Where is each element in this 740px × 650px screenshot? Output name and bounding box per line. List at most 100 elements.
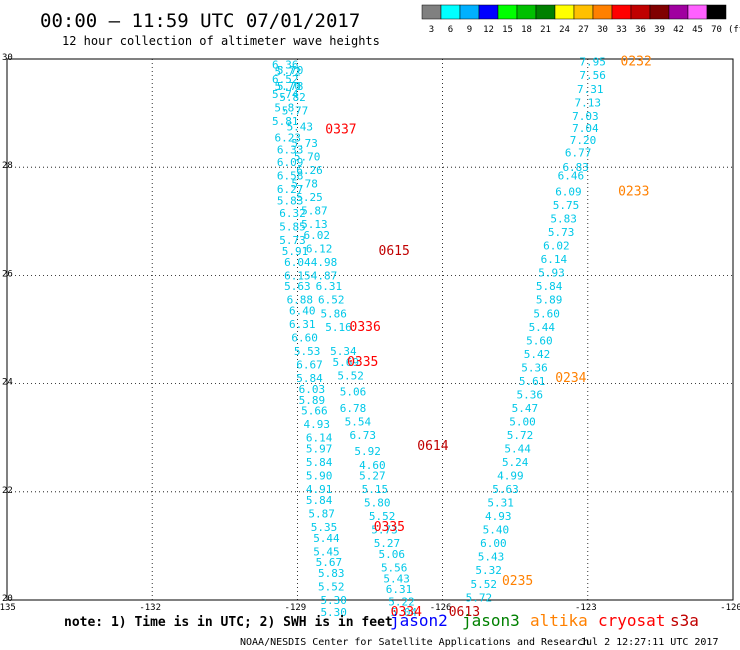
color-scale-swatch [554,4,575,20]
color-scale-label: 70 [711,25,722,35]
color-scale-swatch [592,4,613,20]
data-point-label: 5.44 [313,532,340,545]
pass-time-label: 0233 [618,185,649,200]
data-point-label: 5.89 [536,294,563,307]
color-scale-swatch [687,4,708,20]
x-axis-tick-labels: -135 -132 -129 -126 -123 -120 [0,603,740,613]
y-tick-label: 26 [2,269,13,279]
color-scale-swatch [478,4,499,20]
data-point-label: 5.86 [320,307,347,320]
data-point-label: 5.73 [279,234,306,247]
color-scale-label: 45 [692,25,703,35]
footer-timestamp: Jul 2 12:27:11 UTC 2017 [580,637,718,648]
y-tick-label: 24 [2,378,13,388]
pass-time-label: 0613 [449,605,480,620]
data-point-label: 5.44 [504,443,531,456]
data-point-label: 5.32 [475,564,502,577]
data-point-label: 5.44 [529,321,556,334]
footer-credit: NOAA/NESDIS Center for Satellite Applica… [240,637,589,648]
data-point-label: 5.42 [524,348,551,361]
data-point-label: 5.56 [381,562,408,575]
data-point-label: 7.13 [575,96,602,109]
data-point-label: 5.82 [279,91,306,104]
data-point-label: 6.14 [541,253,568,266]
data-point-label: 5.60 [533,307,560,320]
data-point-label: 6.02 [543,240,570,253]
data-point-label: 5.72 [507,429,534,442]
color-scale-label: 15 [502,25,513,35]
data-point-label: 6.52 [318,294,345,307]
pass-time-label: 0614 [417,439,448,454]
x-tick-label: -129 [285,603,307,613]
y-tick-label: 30 [2,53,13,63]
data-point-label: 6.04 [284,256,311,269]
pass-time-labels: 0232 0337 0233 0615 0336 0335 0234 0614 0335 0235… [325,55,652,620]
data-point-label: 6.60 [291,332,318,345]
grid-lines [7,59,733,600]
data-point-label: 4.60 [359,459,386,472]
color-scale-swatch [611,4,632,20]
data-point-label: 4.91 [306,483,333,496]
data-point-label: 5.15 [362,483,389,496]
satellite-legend: jason2 jason3 altika cryosat s3a [390,611,699,630]
data-point-label: 5.83 [318,567,345,580]
data-point-label: 5.52 [369,510,396,523]
data-point-label: 6.40 [289,305,316,318]
legend-entry: altika [530,611,588,630]
data-point-label: 5.80 [364,497,391,510]
data-point-label: 5.72 [466,591,493,604]
data-point-label: 6.03 [299,383,326,396]
pass-time-label: 0335 [347,355,378,370]
data-point-label: 7.31 [577,83,604,96]
data-point-label: 4.98 [311,256,338,269]
data-point-label: 5.70 [277,64,304,77]
data-point-label: 5.43 [383,572,410,585]
data-point-label: 5.13 [301,218,328,231]
color-scale-swatch [573,4,594,20]
chart-title: 00:00 – 11:59 UTC 07/01/2017 [40,10,360,32]
data-point-label: 5.00 [509,415,536,428]
y-axis-tick-labels: 20 22 24 26 28 30 [2,53,13,604]
wave-height-points: 6.365.725.706.525.705.785.745.825.85.775… [272,56,606,619]
chart-subtitle: 12 hour collection of altimeter wave hei… [62,34,380,48]
color-scale-label: 24 [559,25,570,35]
data-point-label: 6.23 [274,131,301,144]
legend-entry: cryosat [598,611,665,630]
color-scale-swatch [649,4,670,20]
data-point-label: 6.00 [480,537,507,550]
data-point-label: 5.30 [320,594,347,607]
color-scale-swatch [421,4,442,20]
data-point-label: 5.85 [279,221,306,234]
data-point-label: 5.93 [538,267,565,280]
data-point-label: 6.15 [284,269,311,282]
pass-time-label: 0234 [555,371,586,386]
data-point-label: 6.31 [289,318,316,331]
data-point-label: 5.70 [274,80,301,93]
data-point-label: 5.31 [487,497,514,510]
data-point-label: 5.35 [311,521,338,534]
data-point-label: 5.73 [371,524,398,537]
data-point-label: 5.52 [470,578,497,591]
x-tick-label: -123 [575,603,597,613]
footer-note: note: 1) Time is in UTC; 2) SWH is in fe… [64,615,393,630]
data-point-label: 5.83 [550,213,577,226]
y-tick-label: 22 [2,486,13,496]
data-point-label: 6.02 [304,229,331,242]
color-scale-swatch [630,4,651,20]
data-point-label: 5.75 [553,199,580,212]
color-scale-label: 9 [467,25,472,35]
plot-border [6,58,734,601]
data-point-label: 5.97 [306,443,333,456]
data-point-label: 5.78 [291,177,318,190]
color-scale-label: 18 [521,25,532,35]
data-point-label: 5.52 [318,580,345,593]
legend-entry: jason3 [462,611,520,630]
data-point-label: 5.87 [308,507,335,520]
data-point-label: 5.27 [359,470,386,483]
data-point-label: 5.72 [274,65,301,78]
color-scale-label: 12 [483,25,494,35]
data-point-label: 5.25 [296,191,323,204]
data-point-label: 6.12 [306,242,333,255]
data-point-label: 5.53 [294,345,321,358]
